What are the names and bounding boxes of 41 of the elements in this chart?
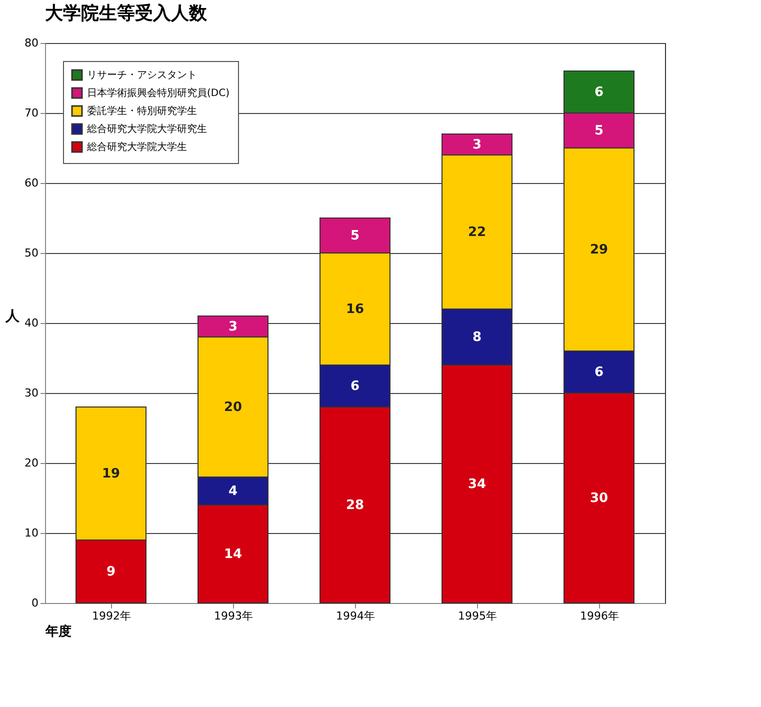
data-label: 19 — [102, 466, 120, 482]
data-label: 34 — [468, 477, 486, 492]
legend-label: リサーチ・アシスタント — [87, 70, 197, 81]
data-label: 6 — [594, 365, 604, 380]
data-label: 8 — [472, 330, 482, 345]
data-label: 6 — [594, 85, 604, 100]
data-label: 5 — [594, 124, 604, 138]
data-label: 9 — [106, 564, 116, 580]
x-tick-label: 1995年 — [458, 610, 497, 622]
data-label: 14 — [224, 547, 242, 562]
legend-label: 総合研究大学院大学研究生 — [86, 123, 207, 135]
x-tick-label: 1992年 — [92, 610, 131, 622]
legend-label: 日本学術振興会特別研究員(DC) — [87, 87, 230, 99]
y-tick-label: 30 — [24, 386, 38, 400]
x-tick-label: 1993年 — [214, 610, 253, 622]
y-tick-label: 40 — [24, 316, 38, 330]
y-tick-label: 10 — [24, 526, 38, 540]
y-tick-label: 70 — [24, 106, 38, 120]
data-label: 3 — [472, 138, 482, 152]
data-label: 20 — [224, 400, 242, 415]
y-tick-label: 60 — [24, 176, 38, 190]
x-tick-label: 1996年 — [580, 610, 619, 622]
x-tick-label: 1994年 — [336, 610, 375, 622]
data-label: 3 — [228, 320, 238, 334]
y-tick-label: 80 — [24, 36, 38, 50]
y-tick-label: 0 — [32, 596, 38, 610]
data-label: 28 — [346, 498, 364, 513]
data-label: 6 — [350, 379, 360, 394]
y-axis-title: 人 — [4, 308, 21, 324]
legend-label: 委託学生・特別研究学生 — [87, 105, 197, 117]
data-label: 16 — [346, 302, 364, 317]
data-label: 22 — [468, 225, 486, 240]
x-axis-title: 年度 — [44, 624, 72, 640]
chart-title: 大学院生等受入人数 — [44, 3, 208, 24]
y-tick-label: 20 — [24, 456, 38, 470]
data-label: 30 — [590, 491, 608, 506]
data-label: 29 — [590, 242, 608, 258]
legend-label: 総合研究大学院大学生 — [86, 141, 187, 153]
y-tick-label: 50 — [24, 246, 38, 260]
data-label: 5 — [350, 228, 360, 244]
data-label: 4 — [228, 484, 238, 499]
